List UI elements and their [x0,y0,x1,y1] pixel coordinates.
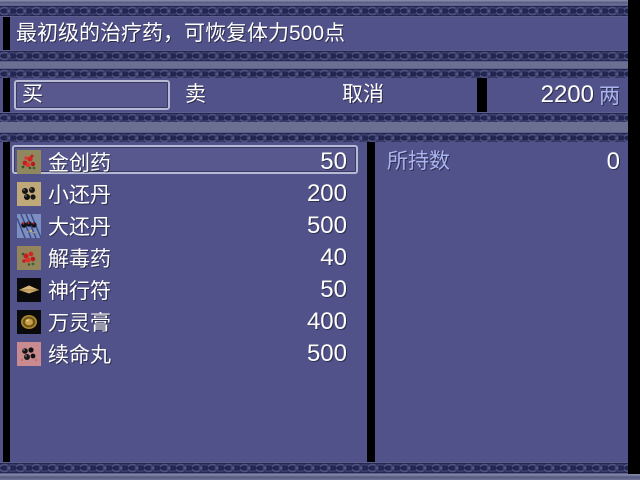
item-price: 50 [320,148,347,175]
item-cursor [12,145,358,174]
screen-right-edge [628,0,640,474]
window-gap [0,122,628,132]
command-cursor [14,80,170,110]
item-price: 200 [306,180,347,207]
item-row-wanlinggao[interactable]: 万灵膏 400 [0,306,367,338]
possession-label: 所持数 [387,150,450,173]
window-border-ornament [0,68,628,78]
item-row-xiaohuandan[interactable]: 小还丹 200 [0,178,367,210]
talisman-icon [17,278,41,302]
gold-unit: 两 [599,85,620,108]
item-row-shenxingfu[interactable]: 神行符 50 [0,274,367,306]
window-divider [367,142,375,462]
buy-button[interactable]: 买 [22,83,43,106]
item-price: 500 [306,212,347,239]
item-name: 神行符 [48,280,111,303]
black-pills-blue-icon [17,214,41,238]
item-name: 金创药 [48,152,111,175]
help-window: 最初级的治疗药，可恢复体力500点 [0,17,628,50]
command-window: 买 卖 取消 2200 两 [0,78,628,112]
window-border-ornament [0,112,628,122]
screen-bottom-strip [0,474,640,480]
window-shadow-strip [3,78,10,112]
cancel-button[interactable]: 取消 [342,83,384,106]
sell-button[interactable]: 卖 [185,83,206,106]
pink-pills-icon [17,342,41,366]
ointment-dish-icon [17,310,41,334]
red-flowers-icon [17,246,41,270]
item-description: 最初级的治疗药，可恢复体力500点 [16,22,346,45]
window-border-ornament [0,132,628,142]
item-price: 400 [306,308,347,335]
item-name: 解毒药 [48,248,111,271]
window-divider [477,78,487,112]
screen-top-strip [0,0,628,5]
red-flowers-icon [17,150,41,174]
black-pills-tan-icon [17,182,41,206]
gold-amount: 2200 [540,81,594,108]
window-shadow-strip [3,142,10,462]
item-price: 50 [320,276,347,303]
window-border-ornament [0,5,628,17]
item-row-jieduyao[interactable]: 解毒药 40 [0,242,367,274]
item-price: 500 [306,340,347,367]
possession-row: 所持数 0 [375,148,628,176]
item-row-xumingwan[interactable]: 续命丸 500 [0,338,367,370]
item-name: 大还丹 [48,216,111,239]
possession-window: 所持数 0 [375,142,628,462]
window-border-ornament [0,50,628,62]
window-border-ornament [0,462,628,474]
window-gap [0,62,628,68]
possession-count: 0 [606,148,620,175]
item-price: 40 [320,244,347,271]
item-name: 小还丹 [48,184,111,207]
item-name: 续命丸 [48,344,111,367]
item-list: 金创药 50 小还丹 200 [0,146,367,370]
item-name: 万灵膏 [48,312,111,335]
window-shadow-strip [3,17,10,50]
item-row-jinchuangyao[interactable]: 金创药 50 [0,146,367,178]
gold-window: 2200 两 [487,78,628,112]
shop-buy-window: 金创药 50 小还丹 200 [0,142,628,462]
item-row-dahuandan[interactable]: 大还丹 500 [0,210,367,242]
